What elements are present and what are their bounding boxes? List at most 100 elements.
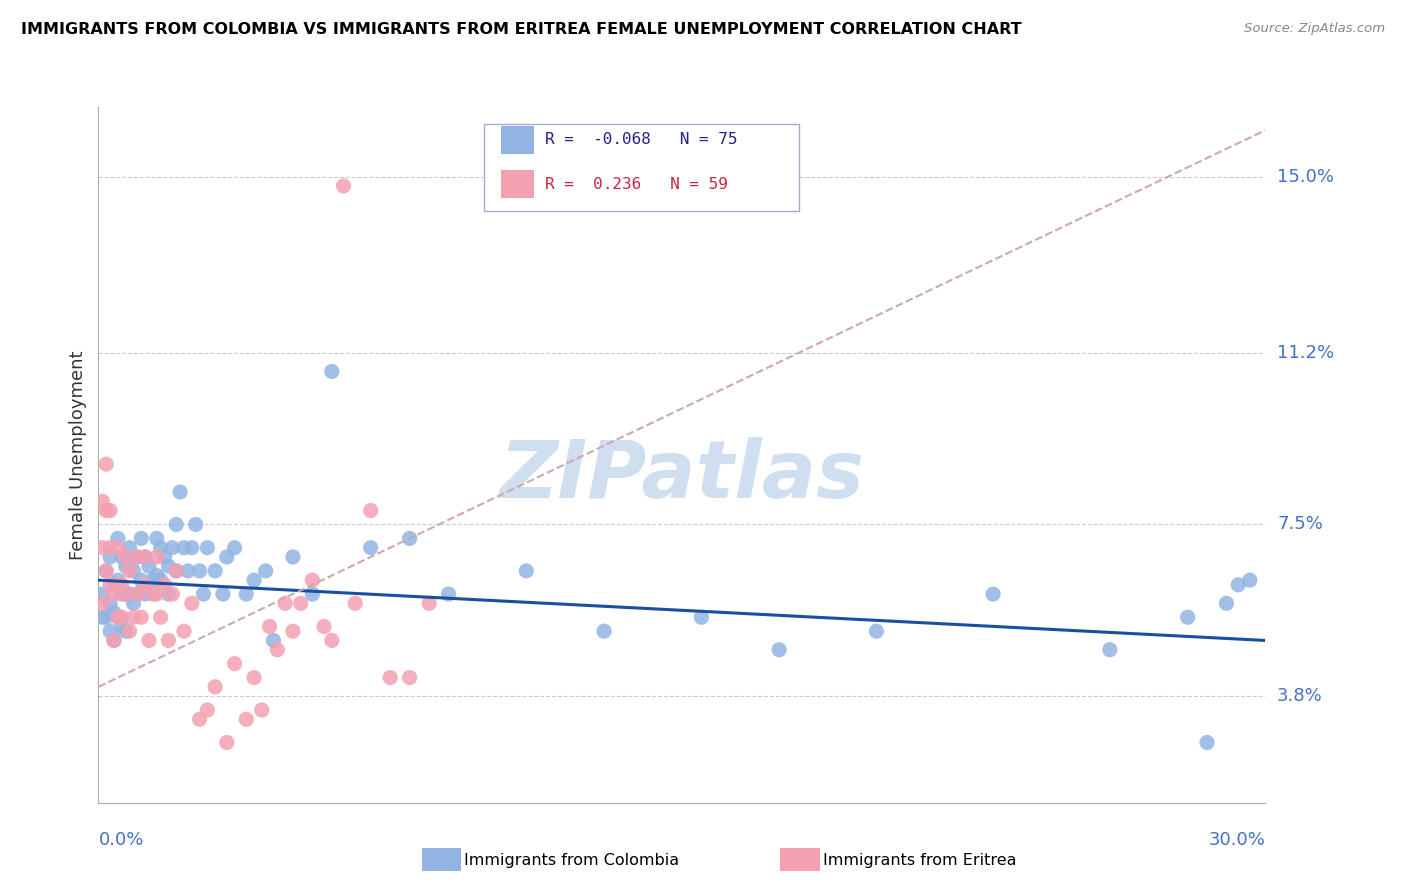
Point [111, 619, 134, 633]
Point [224, 657, 246, 671]
Point [173, 541, 195, 555]
Point [134, 578, 156, 592]
Point [153, 578, 176, 592]
Point [281, 624, 304, 639]
Point [243, 573, 266, 587]
Point [1215, 596, 1237, 610]
Point [204, 680, 226, 694]
Point [235, 587, 257, 601]
Point [96, 564, 118, 578]
Point [235, 712, 257, 726]
Point [127, 549, 149, 564]
Point [96, 610, 118, 624]
Point [332, 178, 354, 193]
Point [515, 564, 537, 578]
Point [180, 596, 202, 610]
Point [111, 578, 134, 592]
Point [184, 517, 207, 532]
FancyBboxPatch shape [484, 124, 799, 211]
Point [122, 610, 145, 624]
Point [107, 532, 129, 546]
Point [118, 564, 141, 578]
Point [98, 596, 121, 610]
Point [96, 564, 118, 578]
Text: 3.8%: 3.8% [1277, 687, 1323, 705]
Point [107, 610, 129, 624]
Text: 7.5%: 7.5% [1277, 516, 1323, 533]
Point [98, 578, 121, 592]
Point [103, 578, 125, 592]
Bar [501, 126, 534, 153]
Point [111, 610, 134, 624]
Point [114, 587, 136, 601]
Text: R =  -0.068   N = 75: R = -0.068 N = 75 [546, 132, 738, 147]
Y-axis label: Female Unemployment: Female Unemployment [69, 351, 87, 559]
Point [127, 549, 149, 564]
Point [1098, 642, 1121, 657]
Point [215, 735, 238, 749]
Point [274, 596, 297, 610]
Point [162, 541, 184, 555]
Point [107, 610, 129, 624]
Point [111, 587, 134, 601]
Point [173, 624, 195, 639]
Point [398, 671, 420, 685]
Point [98, 541, 121, 555]
Text: 30.0%: 30.0% [1209, 830, 1265, 848]
Point [127, 587, 149, 601]
Point [107, 573, 129, 587]
Point [301, 573, 323, 587]
Point [91, 494, 114, 508]
Point [91, 610, 114, 624]
Point [418, 596, 440, 610]
Point [180, 541, 202, 555]
Point [1239, 573, 1261, 587]
Point [1227, 578, 1250, 592]
Point [127, 587, 149, 601]
Point [138, 559, 160, 574]
Point [768, 642, 790, 657]
Point [162, 587, 184, 601]
Text: R =  0.236   N = 59: R = 0.236 N = 59 [546, 177, 728, 192]
Point [212, 587, 235, 601]
Point [91, 587, 114, 601]
Point [344, 596, 367, 610]
Point [281, 549, 304, 564]
Point [312, 619, 335, 633]
Point [188, 564, 211, 578]
Point [134, 587, 156, 601]
Point [259, 619, 281, 633]
Point [165, 564, 187, 578]
Point [142, 573, 165, 587]
Point [138, 633, 160, 648]
Point [149, 541, 172, 555]
Point [118, 624, 141, 639]
Point [122, 596, 145, 610]
Point [865, 624, 887, 639]
Point [103, 606, 125, 620]
Point [107, 578, 129, 592]
Point [398, 532, 420, 546]
Point [114, 559, 136, 574]
Point [146, 532, 169, 546]
Point [193, 587, 215, 601]
Point [301, 587, 323, 601]
Point [146, 587, 169, 601]
Text: Source: ZipAtlas.com: Source: ZipAtlas.com [1244, 22, 1385, 36]
Point [118, 587, 141, 601]
Point [122, 564, 145, 578]
Point [103, 633, 125, 648]
Point [262, 633, 284, 648]
Point [114, 549, 136, 564]
Point [149, 610, 172, 624]
Point [157, 587, 180, 601]
Text: 15.0%: 15.0% [1277, 168, 1334, 186]
Text: ZIPatlas: ZIPatlas [499, 437, 865, 515]
Text: IMMIGRANTS FROM COLOMBIA VS IMMIGRANTS FROM ERITREA FEMALE UNEMPLOYMENT CORRELAT: IMMIGRANTS FROM COLOMBIA VS IMMIGRANTS F… [21, 22, 1022, 37]
Point [142, 587, 165, 601]
Point [149, 573, 172, 587]
Point [1177, 610, 1199, 624]
Point [250, 703, 273, 717]
Point [360, 503, 382, 517]
Point [146, 568, 169, 582]
